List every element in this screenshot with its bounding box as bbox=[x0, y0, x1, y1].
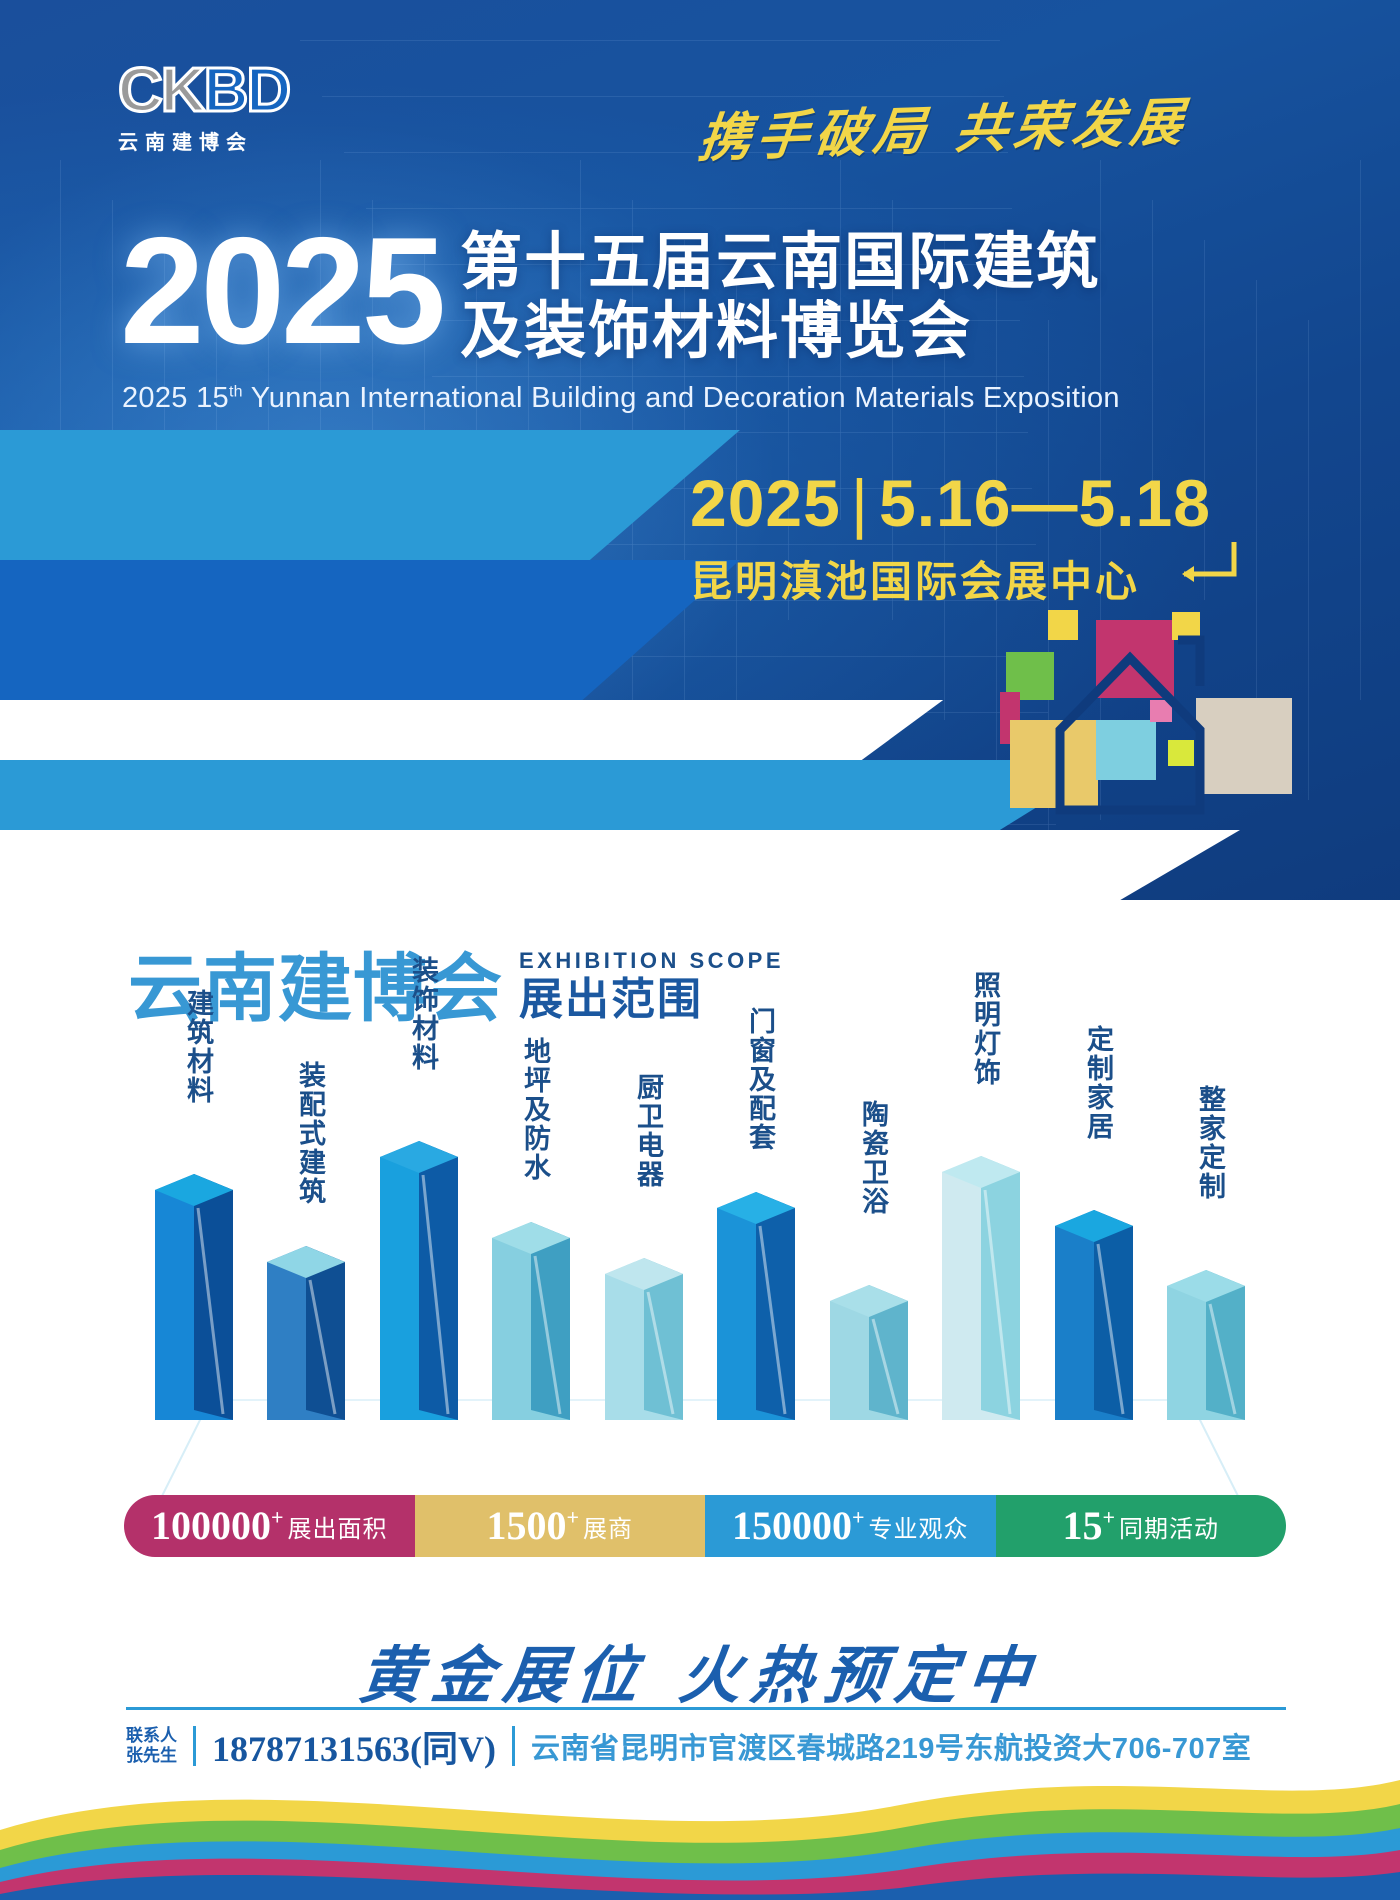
logo-letters: CKBD bbox=[117, 58, 338, 123]
hero-title-en-rest: Yunnan International Building and Decora… bbox=[250, 382, 1120, 414]
contact-phone[interactable]: 18787131563(同V) bbox=[212, 1729, 496, 1769]
scope-heading: 云南建博会 EXHIBITION SCOPE 展出范围 bbox=[128, 948, 784, 1026]
hero-title-cn-line1: 第十五届云南国际建筑 bbox=[460, 228, 1101, 297]
scope-subtitle: 展出范围 bbox=[519, 975, 703, 1024]
chart-bar-label: 厨卫电器 bbox=[633, 1073, 663, 1189]
stat-plus: + bbox=[851, 1504, 865, 1530]
decorative-house-art bbox=[1000, 610, 1292, 815]
stat-item: 100000+ 展出面积 bbox=[124, 1495, 415, 1557]
hero-year: 2025 bbox=[120, 206, 446, 376]
chart-bar bbox=[1055, 1210, 1133, 1420]
event-date: 2025 | 5.16—5.18 bbox=[690, 465, 1211, 541]
bottom-color-wave bbox=[0, 1780, 1400, 1900]
stat-number: 150000+ bbox=[731, 1503, 865, 1548]
stat-item: 1500+ 展商 bbox=[414, 1495, 705, 1557]
contact-label: 联系人 张先生 bbox=[126, 1726, 177, 1765]
hero-section: CKBD 云南建博会 携手破局 共荣发展 2025 第十五届云南国际建筑 及装饰… bbox=[0, 0, 1400, 950]
chart-bar bbox=[380, 1141, 458, 1420]
stat-plus: + bbox=[270, 1504, 284, 1530]
stat-plus: + bbox=[1102, 1504, 1116, 1530]
logo-letter-b: B bbox=[202, 56, 250, 125]
event-date-separator: | bbox=[850, 466, 869, 540]
hero-title-row: 2025 第十五届云南国际建筑 及装饰材料博览会 bbox=[120, 206, 1100, 376]
stat-plus: + bbox=[566, 1504, 580, 1530]
scope-heading-right: EXHIBITION SCOPE 展出范围 bbox=[519, 948, 784, 1024]
logo-letter-c: C bbox=[117, 56, 165, 125]
chart-bar bbox=[717, 1192, 795, 1420]
stat-item: 15+ 同期活动 bbox=[995, 1495, 1286, 1557]
chart-bar bbox=[267, 1246, 345, 1420]
chart-bar-label: 装配式建筑 bbox=[295, 1061, 325, 1206]
event-date-year: 2025 bbox=[690, 466, 841, 540]
chart-bar-label: 门窗及配套 bbox=[745, 1007, 775, 1152]
stat-number: 100000+ bbox=[150, 1503, 284, 1548]
stat-label: 同期活动 bbox=[1119, 1516, 1220, 1543]
chart-bar-label: 装饰材料 bbox=[408, 956, 438, 1072]
stats-bar: 100000+ 展出面积 1500+ 展商 150000+ 专业观众 15+ 同期活动 bbox=[124, 1495, 1286, 1557]
brand-logo[interactable]: CKBD 云南建博会 bbox=[117, 58, 338, 155]
contact-label-line2: 张先生 bbox=[126, 1746, 177, 1765]
chart-bar-label: 整家定制 bbox=[1195, 1085, 1225, 1201]
hero-title-cn: 第十五届云南国际建筑 及装饰材料博览会 bbox=[460, 228, 1100, 367]
contact-divider bbox=[126, 1707, 1286, 1710]
arrow-hook-icon bbox=[1182, 542, 1237, 582]
logo-subtitle: 云南建博会 bbox=[118, 132, 253, 154]
chart-bar-label: 陶瓷卫浴 bbox=[858, 1100, 888, 1216]
logo-letter-d: D bbox=[245, 56, 293, 125]
chart-bar-label: 照明灯饰 bbox=[970, 971, 1000, 1087]
hero-title-en-sup: th bbox=[228, 383, 243, 401]
contact-address: 云南省昆明市官渡区春城路219号东航投资大706-707室 bbox=[530, 1733, 1252, 1765]
stat-label: 展商 bbox=[583, 1516, 634, 1543]
scope-title-cn: 云南建博会 bbox=[128, 947, 503, 1031]
stat-label: 展出面积 bbox=[287, 1516, 388, 1543]
chart-bar bbox=[1167, 1270, 1245, 1420]
contact-separator-2 bbox=[511, 1726, 515, 1766]
event-venue: 昆明滇池国际会展中心 bbox=[690, 558, 1141, 605]
chart-bar-label: 定制家居 bbox=[1083, 1025, 1113, 1141]
hero-title-en-prefix: 2025 15 bbox=[122, 382, 229, 414]
chart-bar bbox=[155, 1174, 233, 1420]
chart-bar bbox=[830, 1285, 908, 1420]
logo-letter-k: K bbox=[159, 56, 207, 125]
chart-bar bbox=[492, 1222, 570, 1420]
scope-title-en: EXHIBITION SCOPE bbox=[519, 948, 785, 973]
hero-title-cn-line2: 及装饰材料博览会 bbox=[460, 297, 973, 367]
chart-bar bbox=[942, 1156, 1020, 1420]
stat-item: 150000+ 专业观众 bbox=[705, 1495, 996, 1557]
chart-bar bbox=[605, 1258, 683, 1420]
contact-label-line1: 联系人 bbox=[126, 1726, 177, 1746]
contact-bar: 联系人 张先生 18787131563(同V) 云南省昆明市官渡区春城路219号… bbox=[126, 1718, 1286, 1774]
contact-separator-1 bbox=[193, 1726, 196, 1766]
chart-bar-label: 地坪及防水 bbox=[520, 1037, 550, 1182]
stat-number: 1500+ bbox=[486, 1503, 580, 1548]
event-date-range: 5.16—5.18 bbox=[878, 466, 1211, 540]
hero-title-en: 2025 15th Yunnan International Building … bbox=[122, 382, 1120, 415]
stat-number: 15+ bbox=[1062, 1503, 1116, 1548]
stat-label: 专业观众 bbox=[868, 1516, 969, 1543]
booth-slogan: 黄金展位 火热预定中 bbox=[355, 1639, 1044, 1712]
chart-bar-label: 建筑材料 bbox=[183, 989, 213, 1105]
exhibition-scope-chart: 建筑材料装配式建筑 装饰材料地坪及防水 厨卫电器 门窗及配套陶瓷卫浴 照明灯饰 定制家居整… bbox=[120, 956, 1280, 1501]
